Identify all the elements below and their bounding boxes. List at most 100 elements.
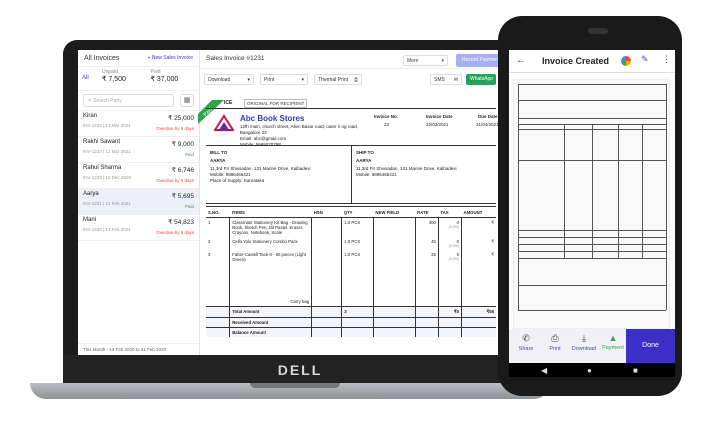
- tax-rate: (0.0%): [448, 257, 459, 261]
- more-dropdown[interactable]: More ▾: [403, 55, 448, 66]
- invoice-amount: ₹ 6,746: [171, 167, 194, 174]
- row-hsn: [311, 250, 342, 264]
- received-row: Received Amount: [206, 316, 496, 327]
- row-rate: 45: [414, 237, 439, 250]
- thermal-print-button[interactable]: Thermal Print ⎙: [314, 74, 362, 85]
- more-label: More: [407, 58, 419, 64]
- row-item: Cello Yolo Stationery Combo Pack: [229, 237, 312, 250]
- row-qty: 1.0 PCS: [341, 217, 374, 237]
- invoice-amount: ₹ 9,000: [171, 141, 194, 148]
- action-label: Download: [571, 346, 597, 352]
- calendar-icon[interactable]: ▦: [180, 94, 194, 107]
- nav-home-icon[interactable]: ●: [587, 366, 592, 375]
- invoice-meta: INV-1233 | 12 Mar 2021: [83, 123, 131, 128]
- download-label: Download: [208, 77, 231, 83]
- row-item: Faber-Castell Tack-It - 90 pieces (Light…: [229, 250, 312, 264]
- done-button[interactable]: Done: [626, 329, 675, 363]
- nav-back-icon[interactable]: ◀: [541, 366, 548, 375]
- unpaid-value: ₹ 7,500: [102, 76, 126, 83]
- table-row: 2 Cello Yolo Stationery Combo Pack 1.0 PCS…: [206, 237, 496, 250]
- balance-row: Balance Amount: [206, 326, 496, 337]
- new-sales-invoice-button[interactable]: + New Sales Invoice: [147, 55, 193, 61]
- action-label: Print: [549, 346, 561, 352]
- place-of-supply: Place of Supply: Karnataka: [210, 178, 265, 183]
- download-dropdown[interactable]: Download ▾: [204, 74, 254, 85]
- record-payment-label: Record Payment: [462, 57, 500, 63]
- nav-recents-icon[interactable]: ■: [633, 366, 638, 375]
- row-new-field: [372, 217, 416, 237]
- carry-bag-row: Carry bag: [206, 264, 496, 306]
- phone-header: ← Invoice Created ✎ ⋮: [509, 50, 675, 73]
- print-icon: ⎙: [551, 333, 559, 343]
- paid-ribbon: Paid: [198, 100, 224, 124]
- tab-all[interactable]: All: [82, 75, 89, 81]
- party-name: Kiran: [83, 113, 98, 119]
- total-label: Total Amount: [229, 305, 312, 317]
- print-button[interactable]: ⎙ Print: [540, 333, 570, 352]
- row-amount: ₹: [460, 217, 496, 237]
- whatsapp-button[interactable]: WhatsApp: [466, 74, 496, 85]
- list-item[interactable]: Mani ₹ 54,823 INV-1230 | 13 Feb 2021 Overdu…: [78, 215, 199, 241]
- chevron-down-icon: ▾: [247, 77, 250, 83]
- list-title: All Invoices: [84, 54, 120, 62]
- store-address: 12th main, church street, Allen Basar ro…: [240, 124, 359, 135]
- invoice-meta: INV-1230 | 13 Feb 2021: [83, 227, 131, 232]
- status-badge: Overdue by 5 days: [156, 230, 194, 235]
- paid-summary[interactable]: Paid ₹ 37,000: [151, 69, 196, 88]
- theme-color-icon[interactable]: [621, 56, 631, 66]
- total-row: Total Amount 3 ₹0 ₹55: [206, 305, 496, 317]
- store-name: Abc Book Stores: [240, 114, 305, 123]
- sms-button[interactable]: SMS ✉: [430, 74, 462, 85]
- list-item[interactable]: Rahul Sharma ₹ 6,746 INV-1233 | 10 Dec 202…: [78, 163, 199, 189]
- unpaid-label: Unpaid: [102, 69, 118, 75]
- row-sno: 2: [208, 239, 211, 244]
- row-rate: 400: [414, 217, 439, 237]
- date-range-footer[interactable]: This Month - 13 Feb 2020 to 31 Feb 2020: [78, 343, 199, 355]
- payment-button[interactable]: ▲ Payment: [598, 333, 628, 351]
- table-row: 1 Classmate Stationery Kit Bag - Drawing …: [206, 217, 496, 237]
- print-dropdown[interactable]: Print ▾: [260, 74, 308, 85]
- invoice-list-panel: All Invoices + New Sales Invoice All Unp…: [78, 50, 200, 355]
- column-header: RATE: [415, 206, 439, 218]
- party-name: Rakhi Sawant: [83, 139, 121, 145]
- list-item[interactable]: Aarya ₹ 5,695 INV-1231 | 13 Feb 2021 Paid: [78, 189, 199, 215]
- edit-icon[interactable]: ✎: [641, 54, 649, 64]
- invoice-no-label: Invoice No.: [374, 114, 399, 119]
- action-label: Payment: [602, 345, 624, 351]
- invoice-amount: ₹ 54,823: [168, 219, 194, 226]
- phone-title: Invoice Created: [542, 56, 610, 66]
- ship-to-name: AARYA: [356, 158, 372, 163]
- party-name: Aarya: [83, 191, 99, 197]
- download-button[interactable]: ⤓ Download: [569, 333, 599, 352]
- list-item[interactable]: Kiran ₹ 25,000 INV-1233 | 12 Mar 2021 Overd…: [78, 111, 199, 137]
- row-amount: ₹: [460, 250, 496, 264]
- laptop-screen: All Invoices + New Sales Invoice All Unp…: [78, 50, 518, 355]
- column-header: AMOUNT: [461, 206, 496, 218]
- payment-icon: ▲: [608, 333, 618, 343]
- status-badge: Overdue by 5 days: [156, 126, 194, 131]
- list-item[interactable]: Rakhi Sawant ₹ 9,000 INV-1233 | 12 Mar 202…: [78, 137, 199, 163]
- dell-logo: DELL: [277, 362, 323, 378]
- back-arrow-icon[interactable]: ←: [516, 55, 526, 66]
- more-vert-icon[interactable]: ⋮: [662, 54, 671, 64]
- column-header: TAX: [438, 206, 462, 218]
- invoice-document: Paid ICE ORIGINAL FOR RECIPIENT Abc Book…: [198, 94, 518, 355]
- status-badge: Paid: [184, 152, 194, 157]
- print-label: Print: [264, 77, 275, 83]
- invoice-amount: ₹ 25,000: [168, 115, 194, 122]
- status-badge: Overdue by 5 days: [156, 178, 194, 183]
- sms-label: SMS: [434, 77, 445, 83]
- received-label: Received Amount: [229, 316, 312, 327]
- row-new-field: [372, 237, 416, 250]
- invoice-meta: INV-1233 | 10 Dec 2020: [83, 175, 131, 180]
- search-party-input[interactable]: ⚲ Search Party: [83, 94, 174, 107]
- row-amount: ₹: [460, 237, 496, 250]
- unpaid-summary[interactable]: Unpaid ₹ 7,500: [102, 69, 147, 88]
- laptop-chin: [63, 355, 528, 383]
- store-address-block: 12th main, church street, Allen Basar ro…: [240, 124, 365, 148]
- store-email: Email: abc@gmail.com: [240, 136, 287, 141]
- party-name: Rahul Sharma: [83, 165, 122, 171]
- share-button[interactable]: ✆ Share: [511, 333, 541, 352]
- invoice-preview[interactable]: [513, 79, 670, 329]
- store-logo: [214, 114, 234, 131]
